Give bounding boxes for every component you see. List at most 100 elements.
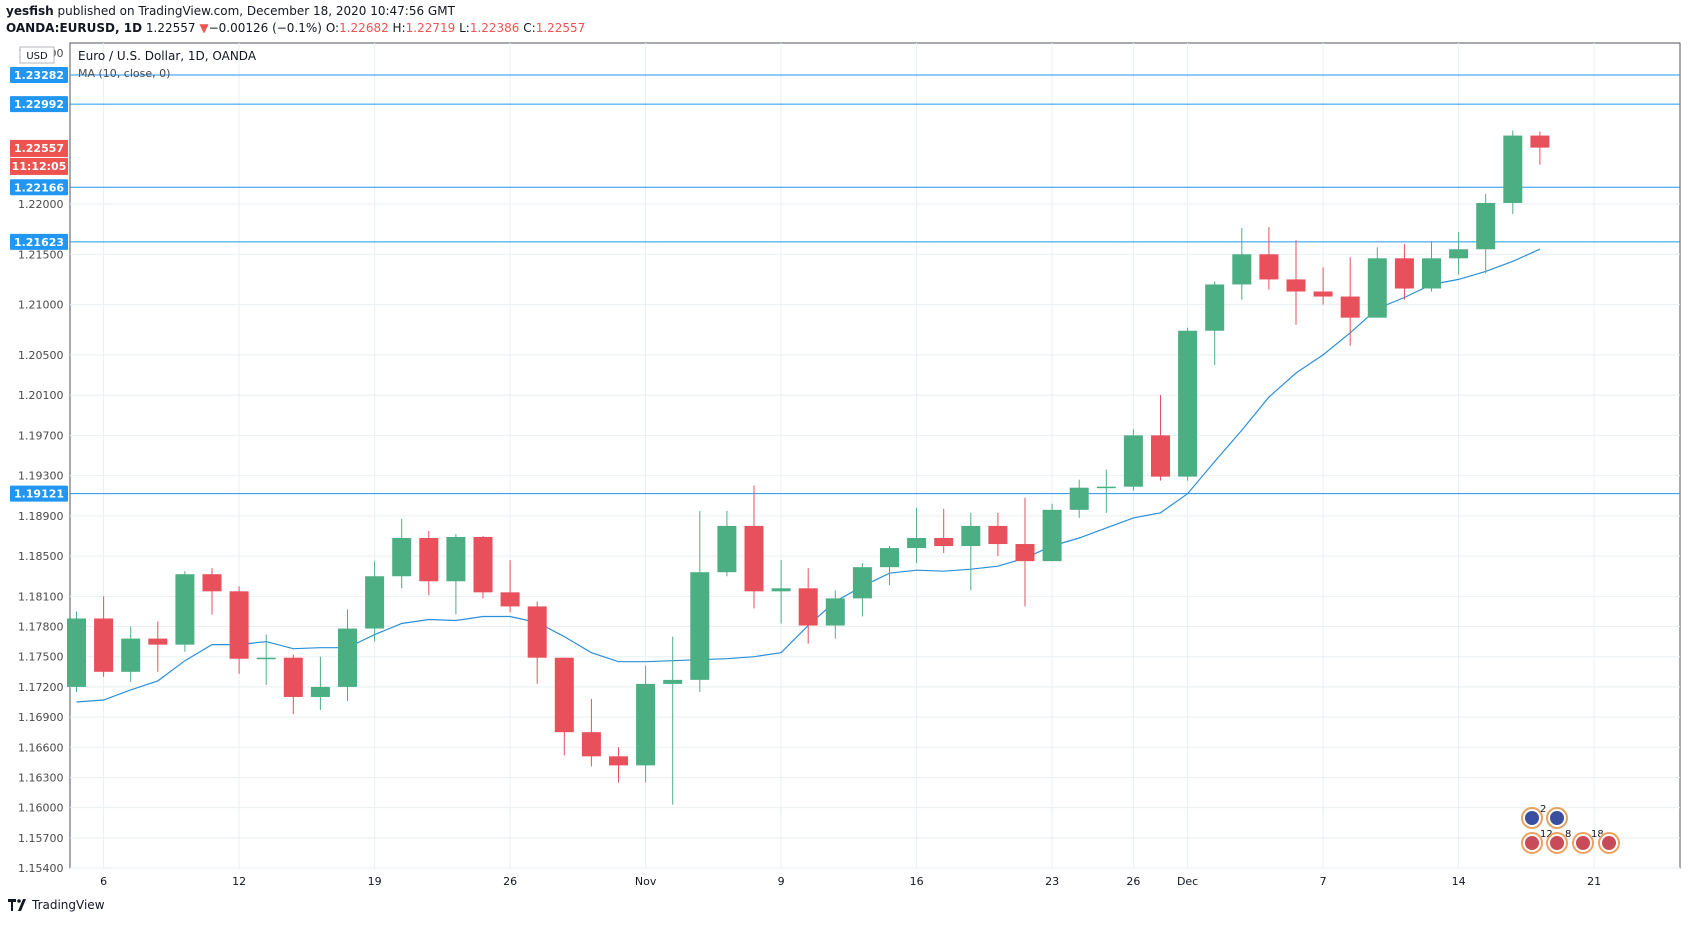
candle-body — [907, 538, 927, 549]
y-tick-label: 1.17800 — [18, 621, 64, 634]
event-count-label: 2 — [1540, 804, 1546, 815]
candle-body — [1042, 509, 1062, 562]
candle-body — [717, 525, 737, 573]
candle-body — [934, 538, 954, 547]
us-flag-inner — [1602, 836, 1616, 850]
us-flag-inner — [1550, 836, 1564, 850]
currency-badge: USD — [26, 51, 48, 62]
event-count-label: 18 — [1591, 829, 1604, 840]
y-tick-label: 1.21000 — [18, 299, 64, 312]
candle-body — [175, 574, 195, 645]
y-tick-label: 1.18500 — [18, 550, 64, 563]
candle-body — [527, 606, 547, 658]
candle-body — [446, 536, 466, 582]
hline-price-label: 1.23282 — [14, 69, 64, 82]
candle-body — [554, 657, 574, 733]
x-tick-label: Nov — [635, 875, 657, 888]
event-count-label: 12 — [1540, 829, 1553, 840]
x-tick-label: 7 — [1320, 875, 1327, 888]
candle-body — [202, 574, 222, 592]
us-flag-inner — [1576, 836, 1590, 850]
candle-body — [1286, 279, 1306, 292]
candle-body — [229, 591, 249, 659]
hline-price-label: 1.19121 — [14, 488, 64, 501]
y-tick-label: 1.17500 — [18, 651, 64, 664]
y-tick-label: 1.16000 — [18, 802, 64, 815]
x-tick-label: 16 — [910, 875, 924, 888]
candle-body — [690, 572, 710, 680]
hline-price-label: 1.22166 — [14, 181, 64, 194]
candle-body — [419, 538, 439, 582]
candle-body — [1476, 202, 1496, 250]
price-badge-label: 1.22557 — [14, 142, 64, 155]
down-arrow-icon: ▼ — [199, 21, 209, 35]
candle-body — [283, 657, 303, 697]
candle-body — [473, 536, 493, 593]
price-badge-bg — [10, 139, 68, 157]
candle-body — [67, 618, 86, 687]
author-name[interactable]: yesfish — [6, 4, 54, 18]
candle-body — [1340, 296, 1360, 318]
candle-body — [1259, 254, 1279, 280]
eu-flag-inner — [1525, 811, 1539, 825]
legend-ma: MA (10, close, 0) — [78, 67, 170, 80]
y-tick-label: 1.16600 — [18, 741, 64, 754]
y-tick-label: 1.15400 — [18, 862, 64, 875]
candle-body — [1123, 435, 1143, 487]
y-tick-label: 1.16300 — [18, 771, 64, 784]
candle-body — [1503, 135, 1523, 203]
eu-flag-inner — [1550, 811, 1564, 825]
publish-text: published on TradingView.com, December 1… — [53, 4, 455, 18]
hline-price-label: 1.22992 — [14, 98, 64, 111]
y-tick-label: 1.19700 — [18, 429, 64, 442]
publish-line: yesfish published on TradingView.com, De… — [6, 4, 455, 18]
chart-frame — [69, 42, 1681, 869]
x-tick-label: Dec — [1177, 875, 1198, 888]
candle-body — [392, 538, 412, 577]
ohlc-line: OANDA:EURUSD, 1D 1.22557 ▼−0.00126 (−0.1… — [6, 21, 585, 35]
hline-price-label-bg — [10, 96, 68, 113]
footer-brand[interactable]: TradingView — [8, 898, 105, 912]
candle-body — [609, 756, 628, 766]
candle-body — [663, 679, 683, 684]
x-tick-label: 21 — [1587, 875, 1601, 888]
currency-badge-bg — [19, 46, 55, 64]
candle-body — [1069, 487, 1089, 510]
candle-body — [310, 686, 330, 697]
last-price: 1.22557 — [145, 21, 196, 35]
candle-body — [1422, 258, 1441, 289]
hline-price-label-bg — [10, 179, 68, 196]
change: −0.00126 (−0.1%) — [208, 21, 322, 35]
close-label: C: — [523, 21, 536, 35]
x-tick-label: 9 — [778, 875, 785, 888]
legend-title: Euro / U.S. Dollar, 1D, OANDA — [78, 49, 257, 63]
hline-price-label-bg — [10, 66, 68, 83]
candle-body — [825, 598, 845, 626]
open-value: 1.22682 — [339, 21, 389, 35]
x-tick-label: 19 — [368, 875, 382, 888]
candle-body — [744, 525, 764, 592]
x-tick-label: 6 — [100, 875, 107, 888]
candle-body — [988, 525, 1008, 545]
candle-body — [1015, 544, 1035, 562]
candle-body — [798, 588, 818, 626]
candle-body — [1449, 249, 1469, 259]
x-tick-label: 26 — [1126, 875, 1140, 888]
y-tick-label: 1.15700 — [18, 832, 64, 845]
candle-body — [961, 525, 981, 547]
open-label: O: — [325, 21, 340, 35]
candle-body — [771, 588, 791, 592]
y-tick-label: 1.18900 — [18, 510, 64, 523]
candle-body — [1151, 435, 1170, 477]
candle-body — [365, 576, 385, 629]
x-tick-label: 26 — [503, 875, 517, 888]
candle-body — [94, 618, 114, 672]
candle-body — [1096, 486, 1116, 489]
y-tick-label: 1.21500 — [18, 248, 64, 261]
candle-body — [880, 548, 899, 568]
candle-body — [256, 657, 276, 660]
candle-body — [1205, 284, 1225, 331]
candle-body — [1178, 330, 1198, 477]
countdown-label: 11:12:05 — [12, 160, 67, 173]
